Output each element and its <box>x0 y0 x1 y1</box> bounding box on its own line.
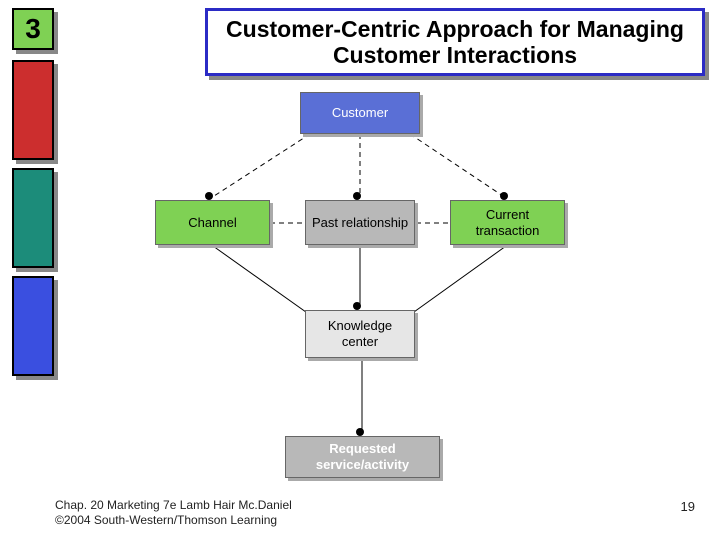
sidebar-tab-3 <box>12 276 54 376</box>
connector-dot <box>500 192 508 200</box>
slide-title: Customer-Centric Approach for Managing C… <box>208 16 702 69</box>
node-customer-label: Customer <box>332 105 388 121</box>
sidebar-tab-2 <box>12 168 54 268</box>
footer-line2: ©2004 South-Western/Thomson Learning <box>55 513 292 528</box>
footer-line1: Chap. 20 Marketing 7e Lamb Hair Mc.Danie… <box>55 498 292 513</box>
node-knowledge-label: Knowledge center <box>310 318 410 349</box>
connector-dot <box>353 192 361 200</box>
slide-title-box: Customer-Centric Approach for Managing C… <box>205 8 705 76</box>
page-number: 19 <box>681 499 695 514</box>
chapter-number-box: 3 <box>12 8 54 50</box>
node-channel-label: Channel <box>188 215 236 231</box>
footer-citation: Chap. 20 Marketing 7e Lamb Hair Mc.Danie… <box>55 498 292 528</box>
node-current-label: Current transaction <box>455 207 560 238</box>
node-knowledge-center: Knowledge center <box>305 310 415 358</box>
connector-dot <box>353 302 361 310</box>
node-customer: Customer <box>300 92 420 134</box>
node-past-relationship: Past relationship <box>305 200 415 245</box>
chapter-number: 3 <box>25 13 41 45</box>
connector-dot <box>205 192 213 200</box>
node-requested-service: Requested service/activity <box>285 436 440 478</box>
node-channel: Channel <box>155 200 270 245</box>
connector-dot <box>356 428 364 436</box>
sidebar-tab-1 <box>12 60 54 160</box>
node-requested-label: Requested service/activity <box>290 441 435 472</box>
node-current-transaction: Current transaction <box>450 200 565 245</box>
node-past-label: Past relationship <box>312 215 408 231</box>
